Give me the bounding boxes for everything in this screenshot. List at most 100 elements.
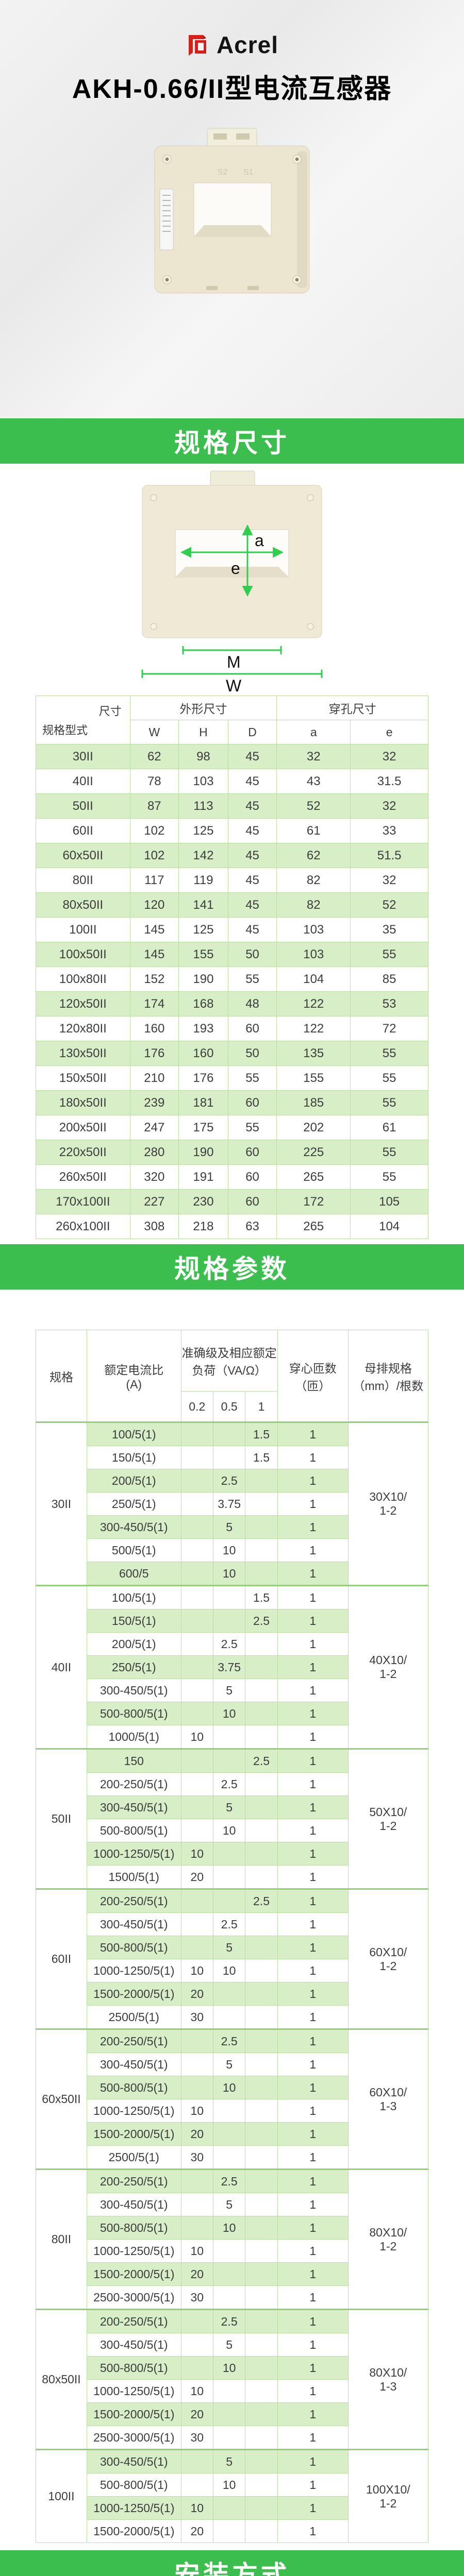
table-cell	[212, 2145, 246, 2170]
table-row: 300-450/5(1) 5 1	[36, 2333, 428, 2357]
spec-group-cell: 100II	[36, 2449, 87, 2543]
table-cell	[180, 1469, 213, 1493]
table-cell: 30II	[36, 744, 130, 769]
table-row: 200x50II 247 175 55 202 61	[36, 1115, 428, 1140]
table-cell	[212, 1585, 246, 1609]
table-cell: 500-800/5(1)	[86, 1702, 181, 1725]
table-cell: 600/5	[86, 1562, 181, 1586]
table-cell: 55	[227, 967, 277, 992]
table-cell: 168	[178, 991, 228, 1016]
table-cell	[180, 2053, 213, 2076]
table-cell: 1	[277, 1515, 349, 1539]
table-row: 2500-3000/5(1) 30 1	[36, 2426, 428, 2450]
table-cell: 1	[277, 2379, 349, 2403]
table-cell: 1.5	[245, 1585, 278, 1609]
table-cell	[212, 1842, 246, 1866]
table-cell: 40II	[36, 769, 130, 794]
table-cell: 1000/5(1)	[86, 1725, 181, 1749]
table-cell: 176	[178, 1065, 228, 1091]
table-cell: 2.5	[245, 1748, 278, 1773]
table-cell: 260x50II	[36, 1164, 130, 1190]
table-row: 1000/5(1) 10 1	[36, 1725, 428, 1749]
table-cell: 308	[129, 1214, 179, 1239]
table-cell: 1	[277, 2239, 349, 2263]
table-cell: 1	[277, 1562, 349, 1586]
table-cell: 200-250/5(1)	[86, 2028, 181, 2053]
table-row: 260x50II 320 191 60 265 55	[36, 1164, 428, 1190]
table-row: 500-800/5(1) 10 1	[36, 1702, 428, 1725]
table-cell: 2.5	[212, 2168, 246, 2193]
table-cell: 1000-1250/5(1)	[86, 2239, 181, 2263]
table-cell: 55	[350, 1140, 428, 1165]
table-cell: 1	[277, 2473, 349, 2497]
table-cell: 10	[180, 1725, 213, 1749]
table-row: 300-450/5(1) 5 1	[36, 1515, 428, 1539]
table-cell	[245, 2496, 278, 2520]
table-cell: 250/5(1)	[86, 1492, 181, 1516]
table-cell	[245, 1795, 278, 1819]
table-cell: 175	[178, 1115, 228, 1140]
table-cell: 155	[178, 942, 228, 967]
banner-parameters: 规格参数	[0, 1244, 464, 1290]
table-cell: 191	[178, 1164, 228, 1190]
table-cell	[245, 2285, 278, 2310]
table-cell	[212, 1421, 246, 1446]
spec-group-cell: 80x50II	[36, 2309, 87, 2450]
banner-parameters-label: 规格参数	[174, 1255, 290, 1283]
dim-label-e: e	[231, 559, 240, 578]
table-cell: 122	[276, 1016, 351, 1041]
table-row: 40II 78 103 45 43 31.5	[36, 769, 428, 794]
table-cell: 1	[277, 1609, 349, 1633]
table-cell: 32	[350, 868, 428, 893]
table-cell: 239	[129, 1090, 179, 1115]
table-cell: 160	[178, 1041, 228, 1066]
banner-dimensions-label: 规格尺寸	[174, 429, 290, 457]
table-cell: 1	[277, 1679, 349, 1702]
table-cell	[212, 2426, 246, 2450]
table-cell: 80x50II	[36, 892, 130, 918]
table-cell: 202	[276, 1115, 351, 1140]
table-cell	[245, 1772, 278, 1796]
busbar-line: 1-2	[379, 2496, 397, 2510]
table-cell: 320	[129, 1164, 179, 1190]
table-cell: 10	[180, 2379, 213, 2403]
table-row: 30II 100/5(1) 1.5 1 30X10/1-2	[36, 1421, 429, 1586]
table-cell: 1500-2000/5(1)	[86, 2519, 181, 2543]
busbar-group-cell: 40X10/1-2	[347, 1585, 429, 1749]
table-cell: 2.5	[212, 1772, 246, 1796]
table-cell: 45	[227, 892, 277, 918]
table-cell: 78	[129, 769, 179, 794]
table-cell: 2500-3000/5(1)	[86, 2285, 181, 2310]
table-cell: 119	[178, 868, 228, 893]
table-cell: 500-800/5(1)	[86, 1936, 181, 1959]
product-photo: S2 S1	[0, 123, 464, 301]
table-cell	[212, 1609, 246, 1633]
table-row: 80II 200-250/5(1) 2.5 1 80X10/1-2	[36, 2168, 429, 2310]
table-cell: 125	[178, 818, 228, 843]
param-header-ratio-l2: (A)	[126, 1378, 142, 1391]
table-cell	[180, 2193, 213, 2216]
table-cell	[180, 2168, 213, 2193]
table-row: 200-250/5(1) 2.5 1	[36, 1772, 428, 1796]
table-cell: 55	[227, 1065, 277, 1091]
table-row: 1500-2000/5(1) 20 1	[36, 2262, 428, 2286]
table-cell	[180, 2028, 213, 2053]
table-cell: 43	[276, 769, 351, 794]
table-cell	[212, 2379, 246, 2403]
table-cell	[245, 1655, 278, 1679]
table-cell: 45	[227, 868, 277, 893]
table-cell: 10	[212, 1959, 246, 1982]
table-cell	[180, 2216, 213, 2240]
table-cell: 55	[350, 1164, 428, 1190]
table-cell	[245, 2145, 278, 2170]
table-cell: 55	[350, 1041, 428, 1066]
table-cell	[245, 1562, 278, 1586]
table-cell: 1500-2000/5(1)	[86, 1982, 181, 2006]
table-cell: 1	[277, 1819, 349, 1842]
banner-installation: 安装方式	[0, 2550, 464, 2576]
table-cell: 60	[227, 1016, 277, 1041]
table-cell	[180, 2473, 213, 2497]
busbar-line: 30X10/	[369, 1490, 407, 1503]
table-cell	[245, 2028, 278, 2053]
table-cell: 1	[277, 1982, 349, 2006]
